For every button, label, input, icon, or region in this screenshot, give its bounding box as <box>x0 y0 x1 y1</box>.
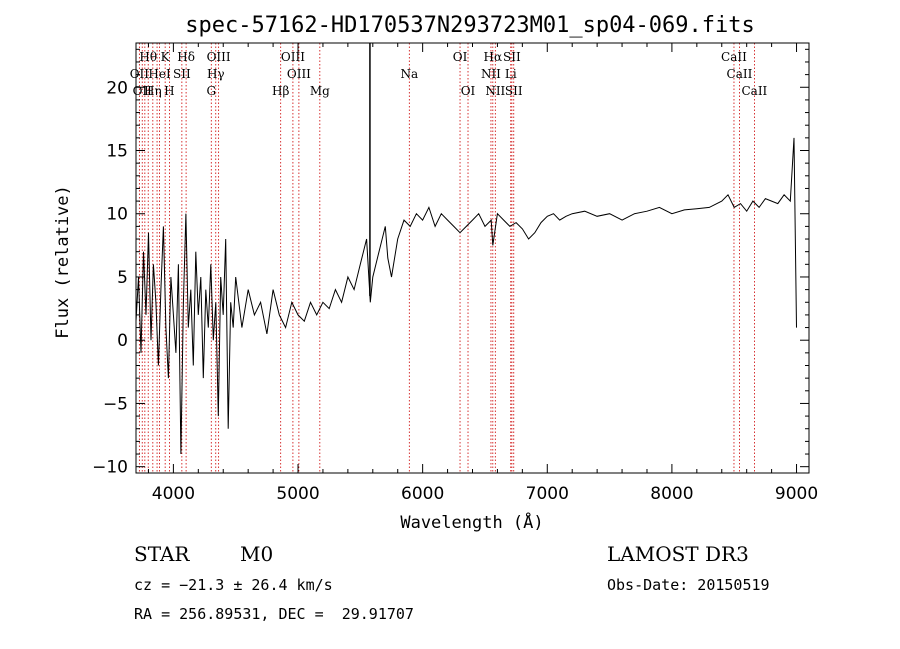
spectrum-series-line <box>135 137 797 455</box>
line-label-4: OIII <box>281 50 305 64</box>
coords-text: RA = 256.89531, DEC = 29.91707 <box>134 605 414 623</box>
line-label-8: CaII <box>721 50 747 64</box>
line-label-27: CaII <box>741 84 767 98</box>
line-label-13: OIII <box>287 67 311 81</box>
y-tick-label: 15 <box>106 142 128 162</box>
line-label-17: CaII <box>727 67 753 81</box>
line-label-23: Mg <box>310 84 330 98</box>
y-tick-label: −10 <box>92 458 128 478</box>
line-label-5: OI <box>453 50 468 64</box>
y-axis-label: Flux (relative) <box>53 185 73 339</box>
line-label-3: OIII <box>207 50 231 64</box>
chart-title: spec-57162-HD170537N293723M01_sp04-069.f… <box>185 13 755 38</box>
reference-lines <box>138 43 755 473</box>
y-tick-label: 5 <box>117 268 128 288</box>
line-label-0: Hθ <box>139 50 157 64</box>
x-tick-label: 5000 <box>276 484 319 504</box>
plot-frame <box>135 42 810 474</box>
line-label-10: HeI <box>148 67 171 81</box>
line-label-24: OI <box>461 84 476 98</box>
line-label-6: Hα <box>484 50 503 64</box>
line-label-15: NII <box>481 67 501 81</box>
line-label-9: OII <box>130 67 150 81</box>
x-axis-ticks: 4000 5000 6000 7000 8000 9000 <box>147 43 818 504</box>
x-tick-label: 8000 <box>650 484 693 504</box>
x-tick-label: 4000 <box>152 484 195 504</box>
line-label-25: NII <box>485 84 505 98</box>
line-label-19: Hη <box>144 84 162 98</box>
line-label-11: SII <box>173 67 191 81</box>
object-class: STAR <box>134 542 190 566</box>
x-axis-label: Wavelength (Å) <box>400 511 543 533</box>
object-subclass: M0 <box>240 542 273 566</box>
line-label-16: Li <box>505 67 517 81</box>
redshift-text: cz = −21.3 ± 26.4 km/s <box>134 576 333 594</box>
y-tick-label: 10 <box>106 205 128 225</box>
line-label-14: Na <box>400 67 418 81</box>
line-label-12: Hγ <box>207 67 225 81</box>
x-tick-label: 6000 <box>401 484 444 504</box>
y-tick-label: 0 <box>117 331 128 351</box>
line-label-26: SII <box>505 84 523 98</box>
line-label-7: SII <box>503 50 521 64</box>
x-tick-label: 9000 <box>775 484 818 504</box>
y-tick-label: −5 <box>103 394 128 414</box>
line-label-21: G <box>206 84 216 98</box>
survey-name: LAMOST DR3 <box>607 542 749 566</box>
y-axis-ticks: −10 −5 0 5 10 15 20 <box>92 48 809 478</box>
line-label-2: Hδ <box>177 50 195 64</box>
obs-date-text: Obs-Date: 20150519 <box>607 576 770 594</box>
y-tick-label: 20 <box>106 78 128 98</box>
x-tick-label: 7000 <box>526 484 569 504</box>
line-label-20: H <box>164 84 174 98</box>
line-label-22: Hβ <box>272 84 289 98</box>
line-label-1: K <box>161 50 171 64</box>
